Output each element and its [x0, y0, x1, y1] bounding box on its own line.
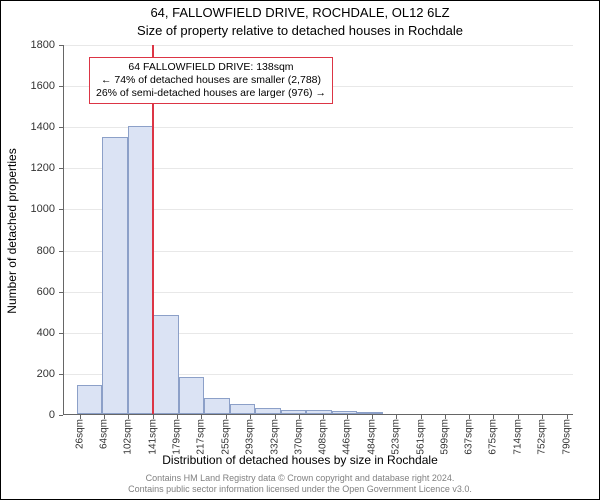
y-tick-mark — [59, 127, 63, 128]
y-tick-mark — [59, 45, 63, 46]
x-tick-label: 637sqm — [464, 419, 475, 455]
x-tick-label: 370sqm — [293, 419, 304, 455]
y-tick-label: 0 — [15, 409, 55, 421]
x-tick-label: 26sqm — [74, 419, 85, 449]
y-tick-mark — [59, 374, 63, 375]
x-tick-label: 217sqm — [196, 419, 207, 455]
y-tick-mark — [59, 86, 63, 87]
histogram-bar — [153, 315, 179, 414]
y-tick-label: 200 — [15, 368, 55, 380]
x-tick-label: 523sqm — [391, 419, 402, 455]
histogram-bar — [128, 126, 154, 414]
y-tick-mark — [59, 333, 63, 334]
histogram-bar — [77, 385, 103, 414]
annotation-line2: ← 74% of detached houses are smaller (2,… — [96, 74, 326, 87]
x-tick-label: 484sqm — [366, 419, 377, 455]
x-tick-label: 752sqm — [537, 419, 548, 455]
chart-container: 64, FALLOWFIELD DRIVE, ROCHDALE, OL12 6L… — [0, 0, 600, 500]
histogram-bar — [102, 137, 128, 415]
y-tick-label: 400 — [15, 327, 55, 339]
x-tick-label: 179sqm — [172, 419, 183, 455]
chart-title-line2: Size of property relative to detached ho… — [1, 23, 599, 38]
gridline — [64, 45, 573, 46]
histogram-bar — [255, 408, 281, 414]
annotation-line1: 64 FALLOWFIELD DRIVE: 138sqm — [96, 61, 326, 74]
histogram-bar — [179, 377, 205, 414]
y-tick-mark — [59, 168, 63, 169]
y-tick-mark — [59, 251, 63, 252]
x-tick-label: 408sqm — [318, 419, 329, 455]
histogram-bar — [204, 398, 230, 414]
histogram-bar — [230, 404, 256, 414]
y-tick-label: 1000 — [15, 203, 55, 215]
y-tick-mark — [59, 415, 63, 416]
x-tick-label: 714sqm — [513, 419, 524, 455]
x-tick-label: 141sqm — [147, 419, 158, 455]
x-tick-label: 446sqm — [342, 419, 353, 455]
x-tick-label: 255sqm — [220, 419, 231, 455]
x-tick-label: 332sqm — [269, 419, 280, 455]
y-tick-label: 1400 — [15, 121, 55, 133]
y-tick-mark — [59, 209, 63, 210]
y-tick-mark — [59, 292, 63, 293]
y-tick-label: 1200 — [15, 162, 55, 174]
x-tick-label: 64sqm — [98, 419, 109, 449]
annotation-box: 64 FALLOWFIELD DRIVE: 138sqm ← 74% of de… — [89, 57, 333, 104]
histogram-bar — [332, 411, 358, 414]
x-tick-label: 599sqm — [439, 419, 450, 455]
footer-line2: Contains public sector information licen… — [1, 484, 599, 495]
histogram-bar — [306, 410, 332, 414]
x-tick-label: 561sqm — [415, 419, 426, 455]
y-tick-label: 1600 — [15, 80, 55, 92]
x-axis-label: Distribution of detached houses by size … — [1, 453, 599, 467]
y-tick-label: 600 — [15, 286, 55, 298]
y-tick-label: 800 — [15, 245, 55, 257]
histogram-bar — [281, 410, 307, 414]
x-tick-label: 790sqm — [561, 419, 572, 455]
footer-line1: Contains HM Land Registry data © Crown c… — [1, 473, 599, 484]
annotation-line3: 26% of semi-detached houses are larger (… — [96, 87, 326, 100]
x-tick-label: 102sqm — [123, 419, 134, 455]
histogram-bar — [357, 412, 383, 414]
chart-title-line1: 64, FALLOWFIELD DRIVE, ROCHDALE, OL12 6L… — [1, 5, 599, 20]
footer-text: Contains HM Land Registry data © Crown c… — [1, 473, 599, 496]
y-tick-label: 1800 — [15, 39, 55, 51]
x-tick-label: 675sqm — [488, 419, 499, 455]
x-tick-label: 293sqm — [244, 419, 255, 455]
